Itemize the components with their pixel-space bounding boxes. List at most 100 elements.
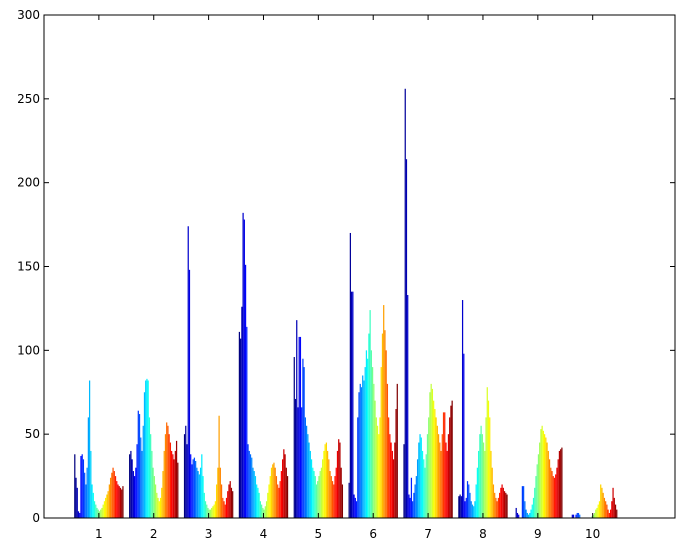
bar	[561, 447, 563, 518]
bar	[386, 383, 389, 518]
bar	[423, 459, 425, 518]
bar	[444, 412, 446, 518]
bar	[320, 467, 323, 518]
bar	[440, 450, 442, 518]
y-tick-label: 50	[25, 427, 40, 441]
bar	[225, 497, 228, 518]
bar	[497, 497, 499, 518]
bar	[313, 471, 315, 518]
bar	[357, 417, 359, 518]
bar	[429, 392, 431, 518]
bar	[312, 467, 314, 518]
bar	[328, 459, 330, 518]
bar	[468, 484, 470, 518]
bar	[546, 442, 548, 518]
x-tick-label: 4	[260, 527, 268, 541]
bar	[560, 449, 562, 518]
bar	[374, 400, 376, 518]
bar	[204, 501, 207, 518]
bar	[577, 512, 580, 518]
bar	[277, 484, 279, 518]
bar	[612, 487, 614, 518]
bar	[283, 449, 285, 518]
bar	[431, 388, 434, 518]
bar	[253, 471, 255, 518]
bar	[558, 450, 561, 518]
bar-group-8	[458, 300, 508, 518]
bar	[322, 459, 324, 518]
bar	[116, 481, 118, 518]
bar	[140, 437, 142, 518]
y-tick-label: 150	[17, 260, 40, 274]
bar	[75, 477, 77, 518]
bar	[199, 467, 202, 518]
bar	[506, 494, 508, 518]
bar	[141, 450, 143, 518]
bar	[76, 487, 78, 518]
bar	[164, 434, 167, 518]
bar	[91, 484, 93, 518]
bar	[222, 497, 224, 518]
bar	[396, 383, 398, 518]
bars-layer	[74, 88, 618, 519]
bar	[463, 353, 465, 518]
bar	[306, 425, 308, 518]
bar	[137, 410, 139, 518]
bar	[503, 491, 506, 518]
bar	[425, 454, 427, 518]
bar	[424, 467, 426, 518]
bar	[329, 471, 331, 518]
bar	[364, 367, 366, 518]
bar	[326, 450, 329, 518]
bar	[166, 422, 168, 518]
bar	[478, 450, 480, 518]
bar	[286, 476, 289, 518]
bar	[556, 467, 558, 518]
bar	[363, 380, 365, 518]
x-tick-label: 1	[95, 527, 103, 541]
bar	[317, 481, 319, 518]
bar	[446, 450, 448, 518]
bar	[461, 300, 464, 518]
bar	[152, 467, 154, 518]
bar	[553, 477, 556, 518]
bar	[202, 476, 204, 518]
bar	[416, 459, 419, 518]
bar	[518, 514, 520, 518]
bar	[413, 492, 415, 518]
bar	[410, 477, 413, 518]
bar	[299, 336, 302, 518]
bar	[576, 512, 578, 518]
bar	[334, 476, 336, 518]
bar	[301, 407, 303, 518]
bar	[442, 412, 445, 518]
bar	[106, 494, 108, 518]
bar	[132, 471, 134, 518]
bar	[352, 291, 354, 518]
bar	[195, 460, 197, 518]
bar	[274, 467, 276, 518]
bar	[310, 459, 313, 518]
bar	[88, 380, 91, 518]
bar	[325, 442, 327, 518]
bar	[451, 400, 453, 518]
bar	[341, 484, 344, 518]
bar	[265, 501, 268, 518]
bar	[434, 409, 436, 518]
bar	[323, 450, 325, 518]
bar	[449, 417, 451, 518]
bar	[487, 400, 490, 518]
bar	[267, 492, 269, 518]
bar	[616, 509, 618, 518]
bar	[136, 444, 138, 518]
bar	[131, 459, 133, 518]
x-tick-label: 8	[479, 527, 487, 541]
bar	[229, 481, 231, 518]
bar	[391, 450, 393, 518]
bar	[360, 387, 363, 518]
bar	[74, 454, 76, 518]
bar	[272, 464, 274, 518]
bar	[220, 484, 223, 518]
bar	[529, 512, 531, 518]
bar	[595, 509, 597, 518]
